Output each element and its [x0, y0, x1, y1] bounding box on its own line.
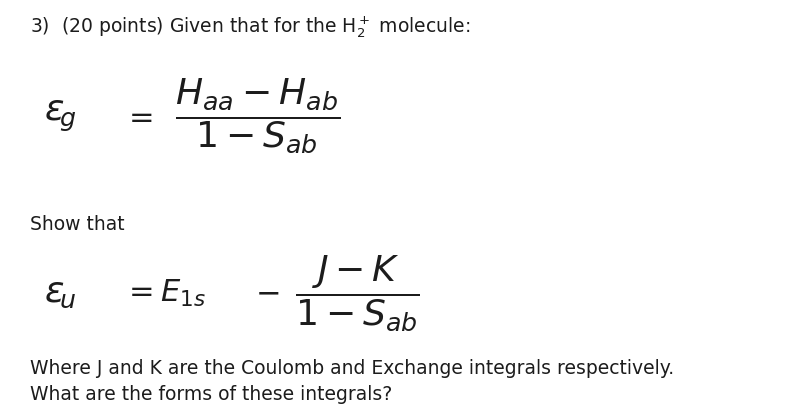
Text: $\dfrac{H_{aa} - H_{ab}}{1 - S_{ab}}$: $\dfrac{H_{aa} - H_{ab}}{1 - S_{ab}}$ [175, 77, 341, 156]
Text: $=$: $=$ [123, 102, 154, 131]
Text: $\mathit{\varepsilon}_{\!\mathit{g}}$: $\mathit{\varepsilon}_{\!\mathit{g}}$ [44, 99, 76, 134]
Text: $\dfrac{J - K}{1 - S_{ab}}$: $\dfrac{J - K}{1 - S_{ab}}$ [295, 253, 419, 333]
Text: $-$: $-$ [255, 279, 279, 308]
Text: 3)  (20 points) Given that for the $\mathrm{H_2^+}$ molecule:: 3) (20 points) Given that for the $\math… [30, 14, 470, 40]
Text: Where J and K are the Coulomb and Exchange integrals respectively.: Where J and K are the Coulomb and Exchan… [30, 359, 674, 378]
Text: What are the forms of these integrals?: What are the forms of these integrals? [30, 385, 392, 404]
Text: Show that: Show that [30, 215, 125, 234]
Text: $\mathit{\varepsilon}_{\!\mathit{u}}$: $\mathit{\varepsilon}_{\!\mathit{u}}$ [44, 276, 76, 310]
Text: $= E_{1s}$: $= E_{1s}$ [123, 278, 206, 309]
